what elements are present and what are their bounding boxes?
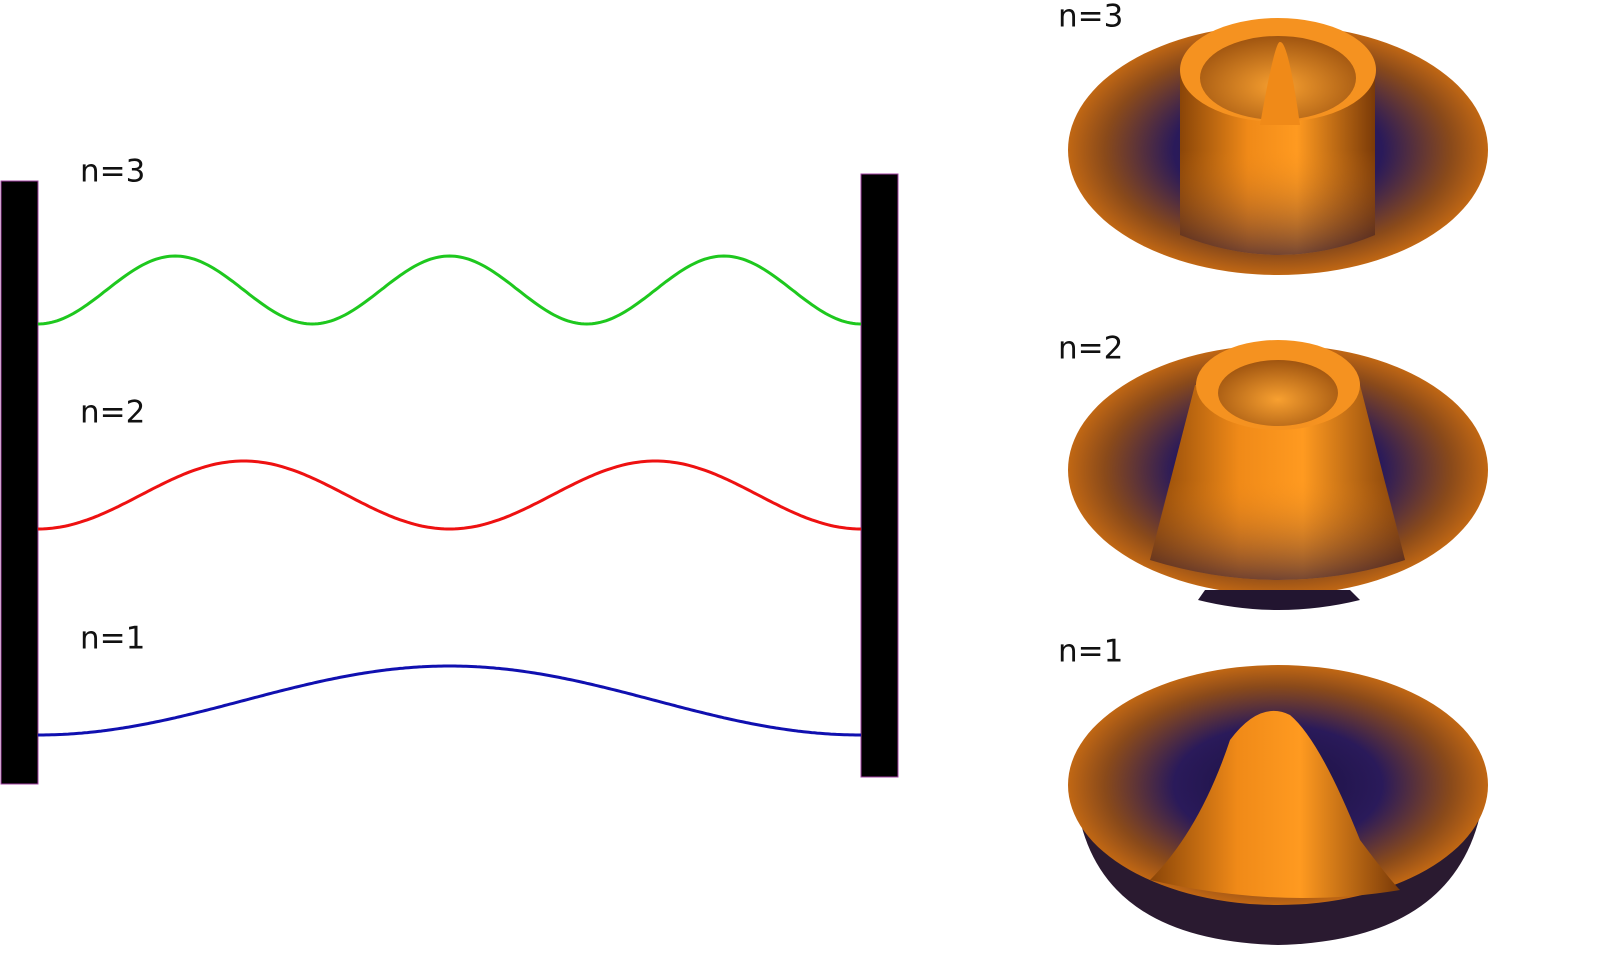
mode-label: n=2 — [80, 395, 145, 431]
mode-label: n=1 — [80, 621, 145, 657]
wave-n3 — [37, 254, 862, 326]
mode-label: n=2 — [1058, 331, 1123, 367]
left-wall — [0, 180, 39, 785]
mode-label: n=3 — [1058, 0, 1123, 35]
surface-n3 — [1068, 18, 1488, 275]
wave-n1 — [38, 664, 861, 737]
mode-label: n=3 — [80, 154, 145, 190]
surface-n2 — [1068, 340, 1488, 610]
mode-label: n=1 — [1058, 634, 1123, 670]
right-wall — [860, 173, 899, 778]
surface-n1 — [1068, 665, 1488, 945]
wave-n2 — [38, 459, 861, 531]
